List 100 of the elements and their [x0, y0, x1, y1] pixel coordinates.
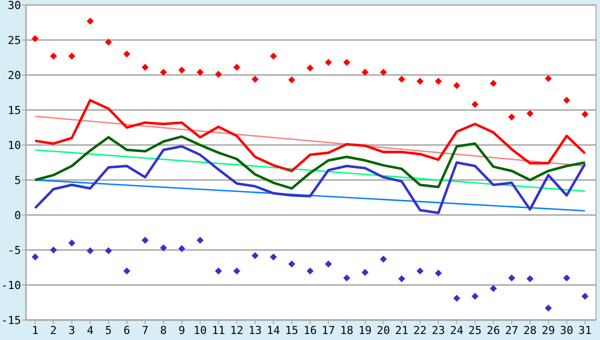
x-tick-label: 24: [450, 324, 464, 337]
line-series: [34, 145, 586, 214]
point: [526, 110, 534, 117]
x-tick-label: 6: [123, 324, 130, 337]
x-tick-label: 17: [322, 324, 336, 337]
x-tick-label: 13: [248, 324, 262, 337]
y-tick-label: 25: [8, 34, 21, 47]
point: [160, 68, 167, 76]
point: [362, 68, 369, 76]
y-tick-label: 0: [14, 208, 21, 222]
x-tick-label: 2: [50, 324, 57, 337]
point: [343, 274, 350, 282]
x-tick-label: 4: [86, 324, 94, 337]
point: [544, 75, 552, 82]
point: [86, 247, 94, 254]
point: [306, 64, 314, 72]
point: [324, 260, 332, 268]
x-tick-label: 9: [178, 324, 186, 337]
point: [270, 254, 277, 260]
point: [362, 268, 369, 276]
x-tick-label: 14: [266, 324, 280, 337]
y-tick-label: 5: [14, 174, 21, 187]
point: [123, 50, 130, 58]
point: [288, 260, 296, 268]
point: [453, 294, 460, 302]
y-tick-label: 10: [8, 138, 21, 152]
x-tick-label: 3: [68, 324, 76, 337]
point: [526, 275, 534, 282]
point: [68, 52, 76, 60]
point: [233, 64, 240, 71]
point: [104, 38, 112, 46]
x-tick-label: 21: [395, 324, 408, 337]
point: [582, 110, 589, 118]
x-tick-label: 18: [340, 324, 354, 337]
point: [142, 236, 149, 244]
y-tick-label: 30: [8, 0, 21, 12]
x-tick-label: 7: [142, 324, 148, 337]
point: [32, 35, 39, 42]
x-tick-label: 29: [542, 324, 555, 337]
point: [472, 100, 479, 108]
x-tick-label: 1: [32, 324, 38, 337]
x-tick-label: 25: [468, 324, 482, 337]
point: [50, 246, 57, 254]
x-tick-label: 28: [523, 324, 537, 337]
point: [380, 256, 387, 263]
point: [380, 68, 387, 76]
point: [178, 66, 186, 74]
x-tick-label: 11: [212, 324, 226, 337]
point: [490, 285, 497, 292]
point: [472, 292, 479, 300]
point: [86, 18, 94, 25]
point: [416, 268, 424, 274]
point: [490, 80, 497, 87]
point: [104, 247, 112, 254]
point: [398, 76, 406, 83]
point: [306, 268, 314, 274]
point: [563, 96, 570, 104]
x-tick-label: 30: [560, 324, 574, 337]
x-tick-label: 26: [486, 324, 500, 337]
point: [324, 58, 332, 66]
y-tick-label: -5: [8, 244, 21, 257]
point: [32, 254, 39, 260]
point: [214, 268, 222, 274]
x-tick-label: 12: [230, 324, 244, 337]
x-tick-label: 20: [376, 324, 390, 337]
point: [398, 275, 406, 282]
x-tick-label: 10: [193, 324, 207, 337]
point: [68, 240, 76, 246]
line-series: [34, 135, 586, 190]
point: [453, 82, 460, 89]
y-tick-label: -15: [1, 314, 21, 327]
x-tick-label: 31: [578, 324, 592, 337]
y-tick-label: -10: [1, 278, 21, 292]
point: [214, 70, 222, 78]
line-series: [34, 98, 586, 172]
point: [123, 268, 130, 274]
x-tick-label: 27: [505, 324, 518, 337]
x-tick-label: 23: [432, 324, 446, 337]
point: [160, 244, 167, 252]
point: [252, 252, 259, 260]
point: [288, 76, 296, 84]
point: [252, 76, 259, 83]
y-tick-label: 15: [8, 104, 21, 117]
point: [563, 274, 570, 282]
x-tick-label: 22: [413, 324, 427, 337]
point: [582, 292, 589, 300]
point: [142, 64, 149, 71]
point: [196, 68, 204, 76]
x-tick-label: 16: [303, 324, 317, 337]
point: [343, 58, 350, 66]
point: [434, 78, 442, 85]
point: [233, 268, 240, 274]
x-tick-label: 5: [105, 324, 112, 337]
point: [508, 274, 516, 282]
point: [544, 304, 552, 312]
point: [434, 270, 442, 277]
y-tick-label: 20: [8, 68, 21, 82]
point: [196, 236, 204, 244]
x-tick-label: 8: [160, 324, 167, 337]
x-tick-label: 19: [358, 324, 372, 337]
